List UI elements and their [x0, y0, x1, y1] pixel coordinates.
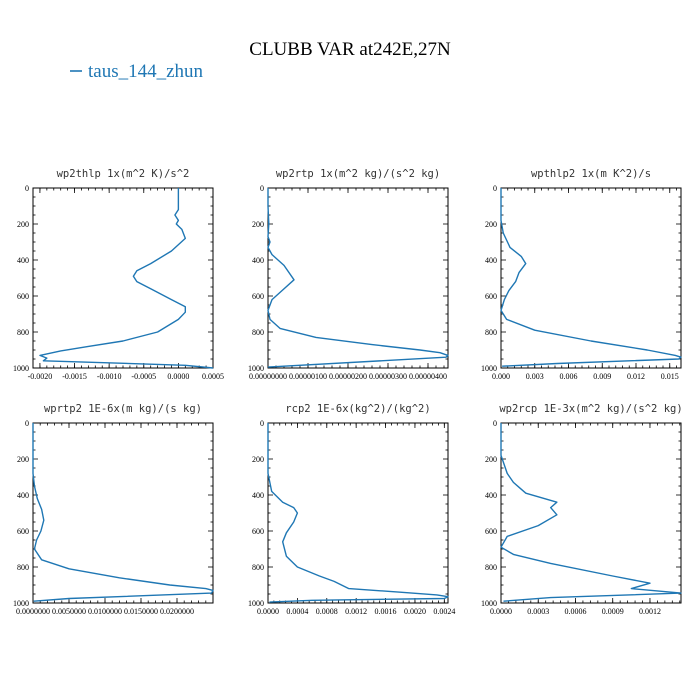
panel-frame: [32, 422, 214, 604]
y-tick-label: 1000: [13, 364, 29, 373]
x-tick-label: 0.0050000: [52, 607, 86, 616]
y-tick-label: 0: [493, 184, 497, 193]
y-tick-label: 200: [17, 220, 29, 229]
y-tick-label: 200: [485, 455, 497, 464]
x-tick-label: -0.0005: [131, 372, 156, 381]
series-line-1: [500, 423, 682, 602]
panel-title: wp2rtp 1x(m^2 kg)/(s^2 kg): [276, 168, 440, 180]
panel-frame: [267, 422, 449, 604]
series-line-1: [267, 423, 449, 603]
y-tick-label: 400: [252, 491, 264, 500]
x-tick-label: 0.0000: [257, 607, 279, 616]
figure-title: CLUBB VAR at242E,27N: [249, 39, 451, 60]
x-tick-label: 0.0012: [639, 607, 661, 616]
y-tick-label: 600: [252, 527, 264, 536]
panels-grid: wp2thlp 1x(m^2 K)/s^202004006008001000-0…: [13, 168, 683, 616]
x-tick-label: 0.015: [661, 372, 679, 381]
x-tick-label: 0.0008: [316, 607, 338, 616]
x-tick-label: 0.0012: [345, 607, 367, 616]
x-tick-label: 0.0024: [433, 607, 455, 616]
x-tick-label: 0.0004: [286, 607, 308, 616]
x-tick-label: -0.0010: [97, 372, 122, 381]
y-tick-label: 400: [252, 256, 264, 265]
y-tick-label: 600: [485, 527, 497, 536]
x-tick-label: 0.012: [627, 372, 645, 381]
x-tick-label: 0.0006: [564, 607, 586, 616]
panel-3: wpthlp2 1x(m K^2)/s020040060080010000.00…: [481, 168, 682, 381]
series-line-1: [500, 188, 682, 367]
panel-5: rcp2 1E-6x(kg^2)/(kg^2) 0 200 400 600 800 1000…: [248, 403, 455, 616]
x-tick-label: 0.006: [560, 372, 578, 381]
panel-1: wp2thlp 1x(m^2 K)/s^202004006008001000-0…: [13, 168, 224, 381]
y-tick-label: 1000: [481, 364, 497, 373]
y-tick-label: 800: [485, 563, 497, 572]
series-line-1: [267, 188, 449, 368]
x-tick-label: 0.0003: [527, 607, 549, 616]
x-tick-label: 0.00000300: [369, 372, 407, 381]
x-tick-label: 0.0000000: [16, 607, 50, 616]
y-tick-label: 800: [252, 328, 264, 337]
x-tick-label: 0.00000100: [289, 372, 327, 381]
y-tick-label: 600: [485, 292, 497, 301]
x-tick-label: 0.00000400: [409, 372, 447, 381]
x-tick-label: 0.000: [492, 372, 510, 381]
y-tick-label: 0: [493, 419, 497, 428]
y-tick-label: 1000: [481, 599, 497, 608]
panel-6: wp2rcp 1E-3x(m^2 kg)/(s^2 kg)0 200 400 600 8…: [481, 403, 683, 616]
panel-4: wprtp2 1E-6x(m kg)/(s kg) 0 200 400 600 800 10…: [13, 403, 214, 616]
x-tick-label: 0.0100000: [88, 607, 122, 616]
panel-title: wp2thlp 1x(m^2 K)/s^2: [57, 168, 190, 180]
x-tick-label: 0.0009: [602, 607, 624, 616]
y-tick-label: 400: [17, 256, 29, 265]
y-tick-label: 400: [485, 256, 497, 265]
series-line-1: [32, 423, 214, 602]
y-tick-label: 800: [485, 328, 497, 337]
y-tick-label: 800: [17, 328, 29, 337]
y-tick-label: 0: [260, 184, 264, 193]
y-tick-label: 400: [17, 491, 29, 500]
x-tick-label: 0.0000: [490, 607, 512, 616]
x-tick-label: 0.0000: [167, 372, 189, 381]
series-line-1: [39, 188, 214, 369]
x-tick-label: 0.0150000: [124, 607, 158, 616]
panel-2: wp2rtp 1x(m^2 kg)/(s^2 kg) 0 200 400 600 800 1…: [248, 168, 449, 381]
y-tick-label: 200: [252, 220, 264, 229]
y-tick-label: 1000: [248, 599, 264, 608]
y-tick-label: 800: [252, 563, 264, 572]
x-tick-label: -0.0020: [28, 372, 53, 381]
panel-title: wprtp2 1E-6x(m kg)/(s kg): [44, 403, 202, 415]
y-tick-label: 1000: [248, 364, 264, 373]
panel-frame: [267, 187, 449, 369]
x-tick-label: 0.00000200: [329, 372, 367, 381]
y-tick-label: 600: [252, 292, 264, 301]
x-tick-label: 0.00000000: [249, 372, 287, 381]
panel-title: wpthlp2 1x(m K^2)/s: [531, 168, 651, 180]
panel-title: rcp2 1E-6x(kg^2)/(kg^2): [285, 403, 430, 415]
x-tick-label: 0.0020: [404, 607, 426, 616]
y-tick-label: 0: [260, 419, 264, 428]
x-tick-label: 0.003: [526, 372, 544, 381]
y-tick-label: 600: [17, 292, 29, 301]
y-tick-label: 800: [17, 563, 29, 572]
y-tick-label: 0: [25, 184, 29, 193]
panel-frame: [500, 422, 682, 604]
x-tick-label: 0.0200000: [160, 607, 194, 616]
y-tick-label: 1000: [13, 599, 29, 608]
legend-label: taus_144_zhun: [88, 61, 204, 82]
y-tick-label: 200: [252, 455, 264, 464]
y-tick-label: 600: [17, 527, 29, 536]
x-tick-label: -0.0015: [62, 372, 87, 381]
y-tick-label: 200: [485, 220, 497, 229]
x-tick-label: 0.009: [593, 372, 611, 381]
x-tick-label: 0.0016: [375, 607, 397, 616]
y-tick-label: 0: [25, 419, 29, 428]
y-tick-label: 400: [485, 491, 497, 500]
y-tick-label: 200: [17, 455, 29, 464]
x-tick-label: 0.0005: [202, 372, 224, 381]
panel-title: wp2rcp 1E-3x(m^2 kg)/(s^2 kg): [499, 403, 682, 415]
